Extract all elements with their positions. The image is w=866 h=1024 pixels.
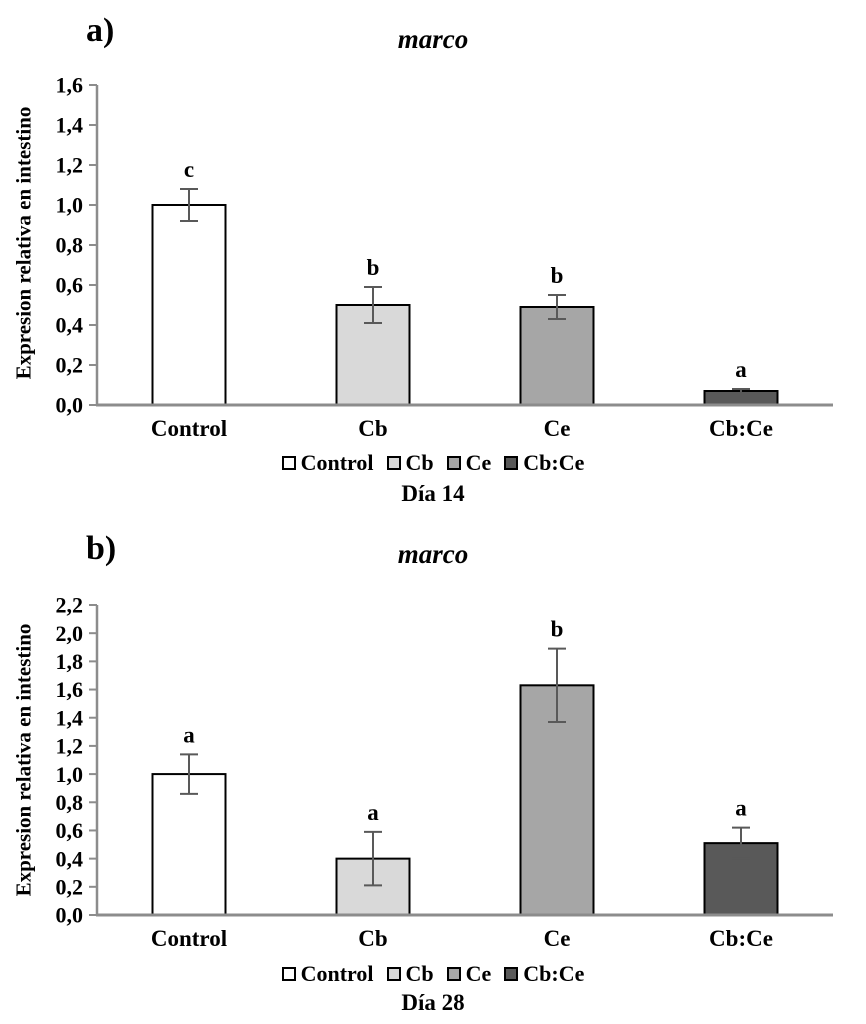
y-tick-label: 0,6: [56, 273, 84, 298]
legend-swatch-control: [281, 967, 296, 981]
sig-letter-cb: a: [367, 800, 379, 825]
sig-letter-cbce: a: [735, 796, 747, 821]
y-tick-label: 1,6: [56, 677, 84, 702]
panel-b-legend: Control Cb Ce Cb:Ce: [20, 963, 846, 985]
bar-chart-dia-14: 0,0 0,2 0,4 0,6 0,8 1,0 1,2 1,4 1,6 c Control b Cb b C…: [56, 75, 833, 441]
y-tick-label: 2,0: [56, 621, 84, 646]
y-tick-label: 1,4: [56, 705, 84, 730]
legend-label-cbce: Cb:Ce: [523, 961, 585, 986]
legend-swatch-ce: [446, 456, 461, 470]
legend-label-ce: Ce: [465, 961, 492, 986]
bar-control: [151, 204, 227, 406]
y-tick-label: 1,6: [56, 75, 84, 98]
legend-item-ce: Ce: [446, 450, 492, 475]
panel-a-x-axis-title: Día 14: [401, 481, 465, 506]
category-label-cbce: Cb:Ce: [709, 416, 773, 441]
sig-letter-control: c: [184, 157, 194, 182]
y-tick-label: 0,2: [56, 353, 84, 378]
legend-item-ce: Ce: [446, 961, 492, 986]
legend-swatch-ce: [446, 967, 461, 981]
panel-a-y-axis-title: Expresion relativa en intestino: [11, 106, 36, 380]
category-label-control: Control: [151, 926, 227, 951]
sig-letter-cbce: a: [735, 357, 747, 382]
panel-b-y-axis-title: Expresion relativa en intestino: [11, 623, 36, 897]
category-label-cb: Cb: [358, 926, 387, 951]
legend-swatch-cbce: [504, 967, 519, 981]
y-tick-label: 2,2: [56, 593, 84, 618]
y-tick-label: 1,2: [56, 153, 84, 178]
bar-control: [151, 773, 227, 916]
legend-item-cbce: Cb:Ce: [504, 963, 584, 985]
category-label-control: Control: [151, 416, 227, 441]
sig-letter-control: a: [183, 722, 195, 747]
y-tick-label: 1,0: [56, 762, 84, 787]
legend-swatch-cb: [386, 456, 401, 470]
y-tick-label: 1,8: [56, 649, 84, 674]
bar-ce: [519, 684, 595, 916]
panel-b-label: b): [86, 530, 117, 567]
legend-label-ce: Ce: [465, 450, 492, 475]
legend-label-cb: Cb: [405, 961, 434, 986]
category-label-ce: Ce: [544, 416, 571, 441]
legend-item-cb: Cb: [386, 961, 434, 986]
y-tick-label: 1,0: [56, 193, 84, 218]
sig-letter-cb: b: [367, 255, 380, 280]
y-tick-label: 1,4: [56, 113, 84, 138]
y-tick-label: 0,8: [56, 790, 84, 815]
category-label-cbce: Cb:Ce: [709, 926, 773, 951]
legend-label-cb: Cb: [405, 450, 434, 475]
legend-swatch-cbce: [504, 456, 519, 470]
legend-swatch-control: [281, 456, 296, 470]
legend-item-control: Control: [281, 961, 374, 986]
y-tick-label: 0,6: [56, 818, 84, 843]
y-tick-label: 0,2: [56, 875, 84, 900]
sig-letter-ce: b: [551, 617, 564, 642]
category-label-cb: Cb: [358, 416, 387, 441]
bar-ce: [519, 306, 595, 406]
legend-label-cbce: Cb:Ce: [523, 450, 585, 475]
panel-a-legend: Control Cb Ce Cb:Ce: [20, 452, 846, 474]
sig-letter-ce: b: [551, 263, 564, 288]
legend-item-cb: Cb: [386, 450, 434, 475]
legend-label-control: Control: [300, 450, 374, 475]
y-tick-label: 0,4: [56, 846, 84, 871]
y-tick-label: 1,2: [56, 734, 84, 759]
legend-item-control: Control: [281, 450, 374, 475]
legend-swatch-cb: [386, 967, 401, 981]
y-tick-label: 0,0: [56, 393, 84, 418]
y-tick-label: 0,0: [56, 903, 84, 928]
panel-b-x-axis-title: Día 28: [401, 990, 465, 1015]
panel-b-title: marco: [397, 539, 469, 569]
panel-a-label: a): [86, 12, 115, 49]
panel-a-title: marco: [397, 24, 469, 54]
legend-label-control: Control: [300, 961, 374, 986]
bar-chart-dia-28: 0,0 0,2 0,4 0,6 0,8 1,0 1,2 1,4 1,6 1,8 2,0 2,2 a Con…: [56, 593, 833, 951]
y-tick-label: 0,8: [56, 233, 84, 258]
legend-item-cbce: Cb:Ce: [504, 452, 584, 474]
y-tick-label: 0,4: [56, 313, 84, 338]
category-label-ce: Ce: [544, 926, 571, 951]
